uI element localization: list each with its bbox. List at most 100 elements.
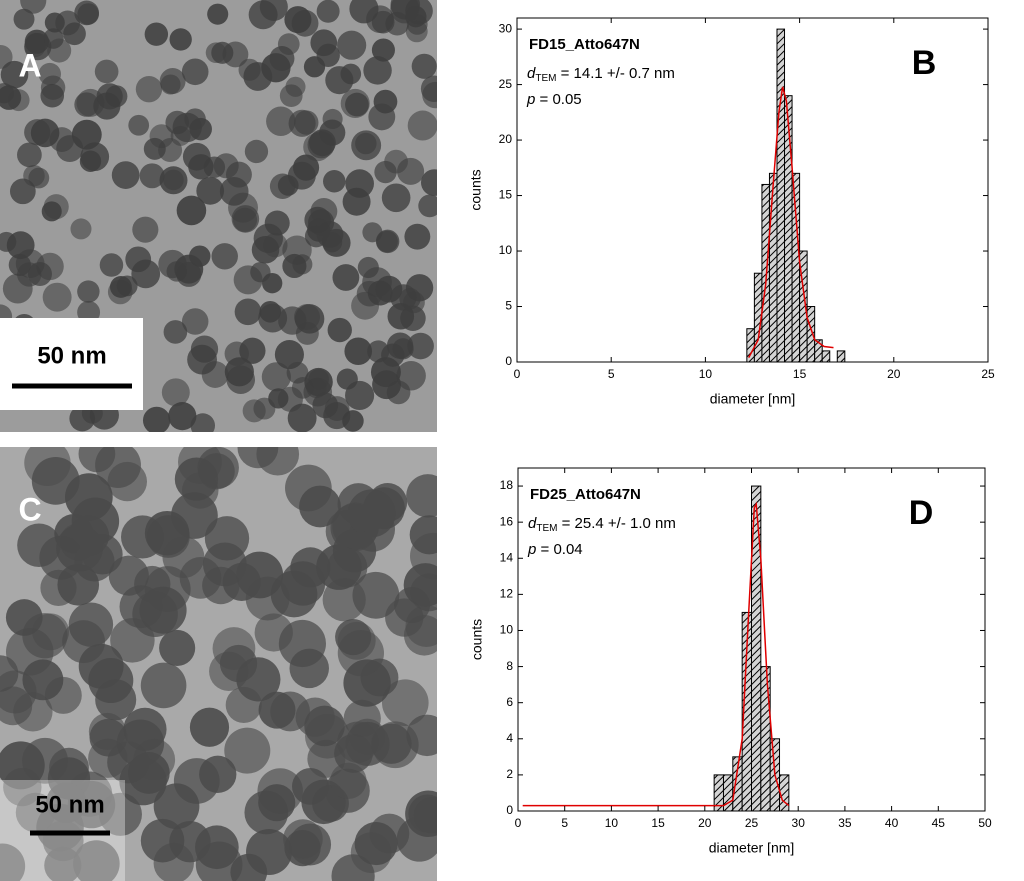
particle bbox=[159, 629, 196, 667]
particle bbox=[284, 6, 312, 34]
bar-hatch bbox=[776, 29, 785, 363]
y-tick-label: 30 bbox=[499, 21, 513, 35]
p-text: = 0.05 bbox=[535, 91, 581, 108]
particle bbox=[173, 758, 220, 804]
x-tick-label: 25 bbox=[745, 816, 759, 830]
particle bbox=[24, 447, 71, 486]
particle bbox=[248, 0, 278, 30]
bar-hatch bbox=[837, 350, 845, 362]
tem-image: 50 nm C bbox=[0, 447, 437, 881]
particle bbox=[242, 399, 266, 423]
bar-hatch bbox=[760, 666, 771, 811]
x-tick-label: 5 bbox=[608, 367, 615, 381]
bar-hatch bbox=[792, 173, 800, 362]
particle bbox=[15, 249, 45, 278]
particle bbox=[387, 302, 415, 330]
particle bbox=[77, 3, 99, 25]
particle bbox=[140, 662, 187, 709]
particle bbox=[74, 92, 99, 117]
particle bbox=[158, 249, 187, 279]
particle bbox=[89, 718, 128, 757]
particle bbox=[174, 457, 219, 501]
particle bbox=[2, 273, 33, 304]
bar-hatch bbox=[746, 328, 755, 362]
d-subscript: TEM bbox=[536, 523, 557, 534]
particle bbox=[142, 406, 171, 432]
particle bbox=[349, 0, 379, 24]
particle bbox=[99, 253, 124, 277]
d-symbol: d bbox=[528, 515, 537, 532]
d-text: = 25.4 +/- 1.0 nm bbox=[557, 515, 675, 532]
particle bbox=[354, 822, 398, 866]
particle bbox=[347, 489, 396, 538]
particle bbox=[0, 843, 26, 881]
particle bbox=[13, 692, 53, 732]
particle bbox=[244, 139, 269, 164]
particle bbox=[163, 320, 188, 344]
x-tick-label: 20 bbox=[698, 816, 712, 830]
particle bbox=[139, 586, 187, 634]
d-text: = 14.1 +/- 0.7 nm bbox=[556, 65, 674, 82]
particle bbox=[0, 85, 22, 110]
y-tick-label: 4 bbox=[506, 731, 513, 745]
bar-hatch bbox=[732, 756, 743, 811]
particle bbox=[384, 149, 408, 174]
diameter-annotation: dTEM = 25.4 +/- 1.0 nm bbox=[528, 515, 676, 534]
particle bbox=[285, 76, 306, 97]
particle bbox=[367, 340, 390, 363]
particle bbox=[371, 723, 412, 764]
bar-hatch bbox=[751, 486, 761, 811]
particle bbox=[135, 75, 163, 103]
particle bbox=[5, 628, 54, 676]
tem-image: 50 nm A bbox=[0, 0, 437, 432]
particle bbox=[304, 206, 331, 234]
particle bbox=[43, 194, 69, 220]
bar-hatch bbox=[807, 306, 815, 362]
particle bbox=[293, 154, 320, 181]
y-tick-label: 14 bbox=[500, 550, 514, 564]
particle bbox=[312, 392, 339, 419]
panel-label: B bbox=[912, 44, 937, 82]
particle bbox=[323, 170, 346, 193]
y-axis-label: counts bbox=[468, 169, 484, 210]
particle bbox=[205, 42, 227, 64]
particle bbox=[258, 691, 296, 729]
particle bbox=[160, 74, 181, 95]
x-tick-label: 45 bbox=[932, 816, 946, 830]
particle bbox=[190, 413, 216, 432]
particle bbox=[80, 142, 110, 172]
x-tick-label: 5 bbox=[561, 816, 568, 830]
particle bbox=[418, 194, 437, 218]
particle bbox=[274, 339, 304, 370]
particle bbox=[47, 38, 72, 63]
y-tick-label: 2 bbox=[506, 767, 513, 781]
particle bbox=[225, 686, 262, 724]
particle bbox=[44, 846, 82, 881]
particle bbox=[295, 697, 335, 737]
particle bbox=[420, 169, 437, 196]
particle bbox=[287, 403, 317, 432]
particle bbox=[132, 216, 159, 243]
particle bbox=[182, 142, 211, 171]
particle bbox=[332, 529, 377, 573]
particle bbox=[381, 183, 411, 213]
x-tick-label: 0 bbox=[514, 367, 521, 381]
particle bbox=[259, 300, 282, 323]
diameter-annotation: dTEM = 14.1 +/- 0.7 nm bbox=[527, 65, 675, 84]
particle bbox=[225, 161, 252, 188]
x-tick-label: 40 bbox=[885, 816, 899, 830]
x-axis-label: diameter [nm] bbox=[709, 840, 795, 856]
particle bbox=[44, 676, 82, 714]
particle bbox=[9, 178, 36, 205]
particle bbox=[98, 792, 142, 836]
particle bbox=[250, 261, 271, 283]
x-tick-label: 15 bbox=[651, 816, 665, 830]
particle bbox=[357, 256, 379, 279]
particle bbox=[149, 124, 174, 149]
bar-hatch bbox=[742, 612, 752, 811]
bar-group bbox=[821, 350, 831, 363]
particle bbox=[303, 56, 326, 78]
particle bbox=[351, 291, 380, 320]
scale-bar-box bbox=[0, 318, 143, 410]
particle bbox=[187, 344, 217, 375]
